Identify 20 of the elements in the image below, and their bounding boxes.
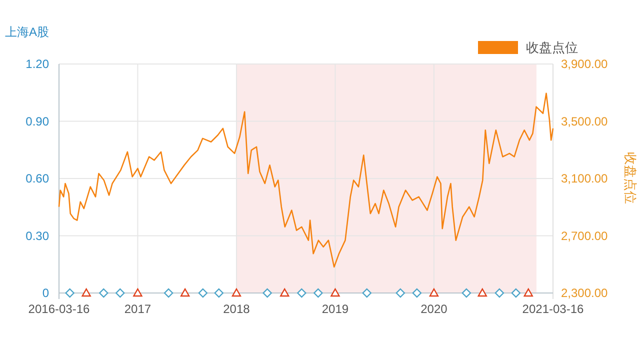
- legend-label: 收盘点位: [526, 40, 578, 55]
- y2-tick-label: 2,300.00: [561, 286, 608, 300]
- y-tick-label: 0.30: [26, 228, 50, 243]
- y-tick-label: 1.20: [26, 57, 50, 72]
- y2-tick-label: 3,500.00: [561, 114, 608, 128]
- y-tick-label: 0.60: [26, 172, 50, 186]
- y-tick-label: 0: [42, 286, 50, 300]
- line-series: [58, 92, 554, 268]
- x-tick-label: 2021-03-16: [522, 302, 584, 316]
- y-tick-label: 0.90: [26, 114, 50, 128]
- x-tick-label: 2020: [420, 302, 448, 316]
- y2-tick-label: 3,100.00: [561, 172, 608, 186]
- y2-tick-label: 3,900.00: [561, 57, 608, 72]
- y2-axis-title: 收盘点位: [623, 152, 638, 204]
- x-tick-label: 2018: [223, 302, 250, 316]
- y-axis-title: 上海A股: [5, 25, 50, 39]
- x-tick-label: 2016-03-16: [28, 302, 90, 316]
- x-tick-label: 2019: [322, 302, 349, 316]
- y2-tick-label: 2,700.00: [561, 228, 608, 243]
- x-tick-label: 2017: [124, 302, 152, 316]
